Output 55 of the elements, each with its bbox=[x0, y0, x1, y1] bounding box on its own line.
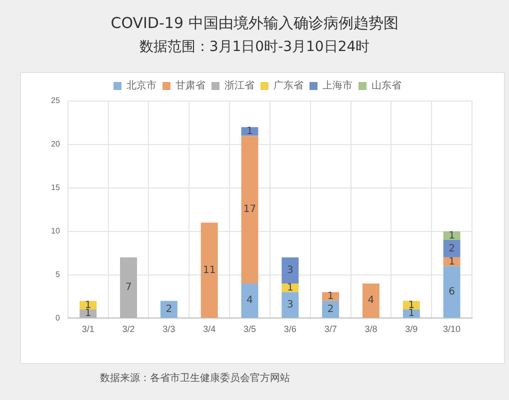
legend-label: 上海市 bbox=[322, 80, 352, 92]
data-label: 1 bbox=[448, 256, 455, 268]
y-tick-label: 25 bbox=[50, 96, 60, 106]
legend-label: 山东省 bbox=[372, 80, 402, 92]
x-tick-label: 3/6 bbox=[284, 324, 296, 334]
bar bbox=[160, 300, 178, 318]
data-label: 1 bbox=[286, 282, 294, 294]
data-label: 2 bbox=[327, 304, 334, 315]
y-tick-label: 5 bbox=[55, 270, 60, 279]
bar bbox=[362, 283, 380, 318]
bar bbox=[241, 283, 258, 318]
data-label: 17 bbox=[243, 204, 256, 216]
data-label: 1 bbox=[408, 308, 415, 320]
chart-title: COVID-19 中国由境外输入确诊病例趋势图 bbox=[110, 14, 400, 33]
bar bbox=[322, 292, 340, 301]
x-tick-label: 3/4 bbox=[203, 324, 216, 334]
x-tick-label: 3/8 bbox=[364, 324, 378, 334]
x-tick-label: 3/3 bbox=[162, 324, 176, 334]
data-label: 1 bbox=[448, 230, 455, 242]
x-tick-label: 3/7 bbox=[324, 324, 337, 334]
x-tick-label: 3/10 bbox=[443, 324, 461, 334]
x-tick-label: 3/5 bbox=[243, 324, 256, 334]
data-label: 3 bbox=[286, 300, 294, 311]
bar bbox=[200, 222, 218, 318]
legend-label: 广东省 bbox=[274, 80, 304, 92]
data-label: 7 bbox=[125, 282, 132, 294]
x-tick-label: 3/1 bbox=[82, 324, 94, 334]
bar bbox=[282, 292, 299, 318]
data-label: 2 bbox=[448, 243, 455, 254]
x-tick-label: 3/9 bbox=[405, 324, 418, 334]
bar bbox=[241, 136, 258, 284]
data-label: 2 bbox=[166, 304, 172, 315]
data-label: 4 bbox=[246, 295, 253, 306]
data-label: 3 bbox=[286, 265, 294, 276]
legend-label: 北京市 bbox=[126, 80, 156, 92]
data-label: 4 bbox=[368, 295, 374, 306]
y-tick-label: 0 bbox=[55, 313, 60, 322]
legend-label: 浙江省 bbox=[224, 80, 254, 92]
bar bbox=[443, 240, 460, 258]
bar bbox=[322, 300, 340, 318]
x-tick-label: 3/2 bbox=[122, 324, 135, 334]
chart-subtitle: 数据范围：3月1日0时-3月10日24时 bbox=[138, 38, 371, 56]
legend-label: 甘肃省 bbox=[176, 80, 206, 92]
bar bbox=[282, 257, 299, 284]
data-label: 1 bbox=[327, 291, 334, 302]
data-label: 1 bbox=[84, 308, 92, 320]
source-note: 数据来源：各省市卫生健康委员会官方网站 bbox=[100, 372, 290, 385]
data-label: 11 bbox=[202, 264, 216, 276]
data-label: 1 bbox=[246, 126, 253, 137]
y-tick-label: 20 bbox=[50, 140, 60, 149]
y-tick-label: 15 bbox=[50, 183, 60, 192]
data-label: 6 bbox=[448, 286, 455, 298]
bar bbox=[443, 266, 460, 318]
bar bbox=[241, 127, 258, 136]
y-tick-label: 10 bbox=[50, 226, 60, 236]
